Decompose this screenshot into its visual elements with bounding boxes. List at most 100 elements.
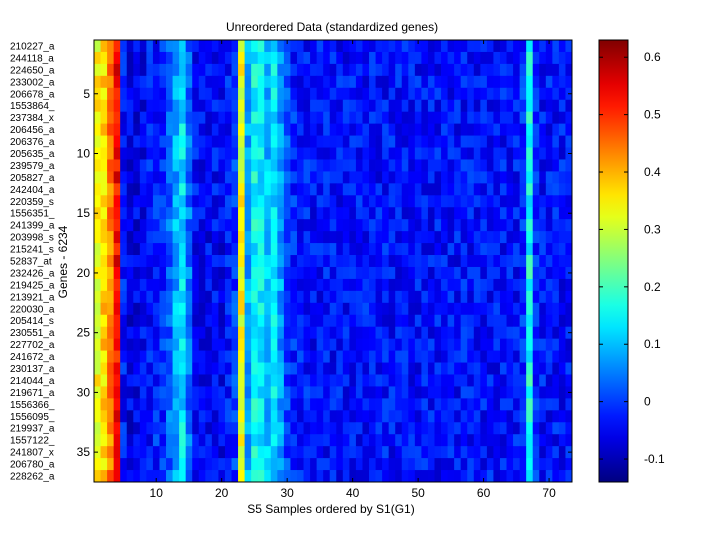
heatmap-cell [224,231,232,244]
heatmap-cell [565,362,573,375]
heatmap-cell [316,290,324,304]
heatmap-cell [172,470,180,483]
heatmap-cell [375,99,383,113]
heatmap-cell [493,123,501,136]
heatmap-cell [401,422,409,435]
heatmap-cell [532,87,540,101]
heatmap-cell [499,123,507,136]
heatmap-cell [355,326,363,340]
heatmap-cell [362,195,370,208]
heatmap-cell [166,243,173,256]
heatmap-cell [349,123,357,136]
heatmap-cell [185,410,193,423]
heatmap-cell [434,111,442,125]
heatmap-cell [395,422,403,435]
heatmap-cell [362,183,370,196]
heatmap-cell [526,338,534,351]
heatmap-cell [486,195,494,208]
heatmap-cell [290,51,298,65]
heatmap-cell [414,195,422,208]
heatmap-cell [238,398,245,411]
heatmap-cell [224,446,232,459]
heatmap-cell [211,326,219,340]
heatmap-cell [539,410,547,423]
heatmap-cell [257,398,265,411]
heatmap-cell [270,266,278,280]
heatmap-cell [323,40,331,53]
heatmap-cell [146,51,154,65]
heatmap-cell [270,171,278,184]
heatmap-cell [211,87,219,101]
heatmap-cell [257,255,265,268]
heatmap-cell [499,458,507,471]
heatmap-cell [126,338,134,351]
heatmap-cell [290,159,298,172]
heatmap-cell [382,374,390,387]
heatmap-cell [336,40,344,53]
heatmap-cell [120,40,128,53]
heatmap-cell [375,374,383,387]
heatmap-cell [323,422,331,435]
heatmap-cell [283,207,291,220]
heatmap-cell [323,231,331,244]
heatmap-cell [231,338,239,351]
heatmap-cell [375,123,383,136]
heatmap-cell [277,362,285,375]
heatmap-cell [414,159,422,172]
heatmap-cell [139,147,147,160]
heatmap-cell [532,434,540,447]
row-label: 1556095_ [10,412,55,423]
heatmap-cell [467,147,475,160]
heatmap-cell [539,290,547,304]
heatmap-cell [283,255,291,268]
heatmap-cell [526,374,534,387]
heatmap-cell [539,266,547,280]
heatmap-cell [323,87,331,101]
heatmap-cell [257,207,265,220]
heatmap-cell [336,338,344,351]
heatmap-cell [238,99,245,113]
heatmap-cell [369,326,376,340]
heatmap-cell [329,398,337,411]
heatmap-cell [218,290,226,304]
heatmap-cell [179,219,187,232]
heatmap-cell [316,63,324,77]
heatmap-cell [198,302,206,316]
heatmap-cell [139,40,147,53]
heatmap-cell [336,183,344,196]
heatmap-cell [342,434,350,447]
heatmap-cell [277,422,285,435]
heatmap-cell [211,410,219,423]
heatmap-cell [499,219,507,232]
heatmap-cell [251,422,259,435]
heatmap-cell [401,386,409,399]
heatmap-cell [467,278,475,292]
heatmap-cell [395,338,403,351]
heatmap-cell [355,99,363,113]
heatmap-cell [545,338,553,351]
heatmap-cell [382,410,390,423]
heatmap-cell [277,326,285,340]
heatmap-cell [310,40,318,53]
heatmap-cell [395,87,403,101]
heatmap-cell [238,278,245,292]
heatmap-cell [441,314,448,328]
heatmap-cell [454,147,462,160]
heatmap-cell [224,470,232,483]
heatmap-cell [565,374,573,387]
heatmap-cell [408,123,416,136]
heatmap-cell [290,422,298,435]
heatmap-cell [296,195,304,208]
heatmap-cell [264,183,272,196]
heatmap-cell [369,410,376,423]
heatmap-cell [421,302,429,316]
heatmap-cell [506,266,514,280]
heatmap-cell [434,434,442,447]
heatmap-cell [172,255,180,268]
heatmap-cell [238,87,245,101]
heatmap-cell [283,266,291,280]
heatmap-cell [303,434,311,447]
heatmap-cell [251,290,259,304]
heatmap-cell [460,87,468,101]
